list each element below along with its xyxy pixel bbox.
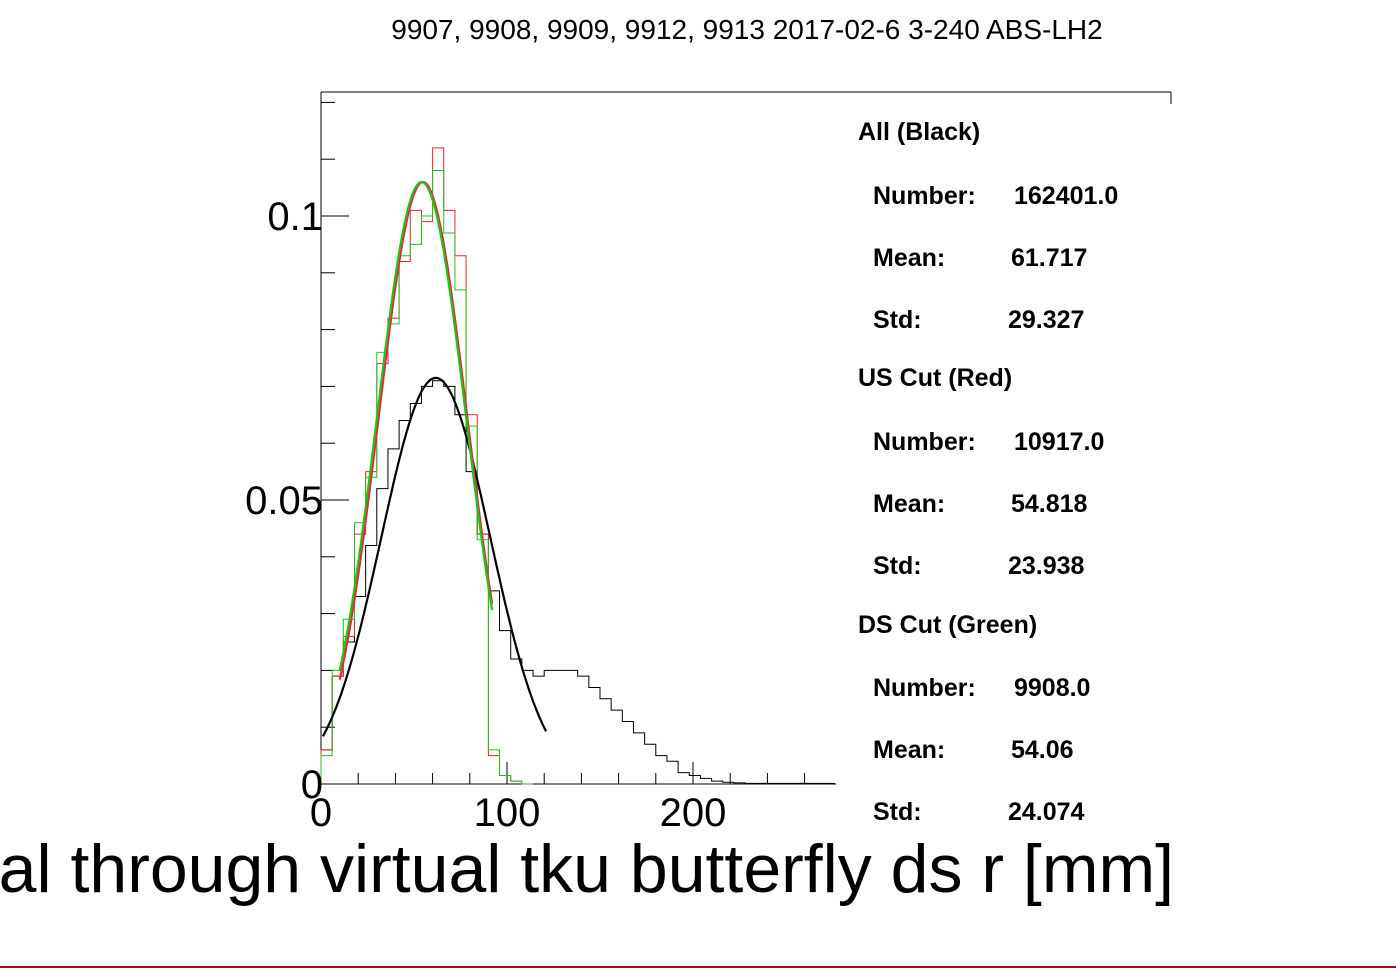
histogram-ds xyxy=(320,170,534,785)
axis-ticks xyxy=(320,101,806,785)
stats-all-number: 162401.0 xyxy=(1014,182,1119,210)
fit-us xyxy=(338,180,494,680)
stats-ds-number-label: Number: xyxy=(873,674,976,702)
x-axis-label: al through virtual tku butterfly ds r [m… xyxy=(0,831,1174,907)
histogram-us xyxy=(320,147,534,785)
fit-ds xyxy=(338,180,494,672)
stats-all-header: All (Black) xyxy=(858,118,981,146)
stats-us-std: 23.938 xyxy=(1008,552,1085,580)
stats-us-mean: 54.818 xyxy=(1011,490,1088,518)
stats-ds-std: 24.074 xyxy=(1008,798,1085,826)
stats-all-mean: 61.717 xyxy=(1011,244,1088,272)
bottom-divider xyxy=(0,966,1396,968)
stats-us-std-label: Std: xyxy=(873,552,922,580)
y-tick-label: 0.05 xyxy=(245,479,323,523)
stats-ds-std-label: Std: xyxy=(873,798,922,826)
y-tick-label: 0 xyxy=(301,763,323,807)
stats-all-number-label: Number: xyxy=(873,182,976,210)
x-tick-label: 0 xyxy=(310,791,332,835)
stats-ds-number: 9908.0 xyxy=(1014,674,1091,702)
tick-labels: 0 0.05 0.1 0 100 200 xyxy=(245,195,726,835)
stats-us-number-label: Number: xyxy=(873,428,976,456)
stats-all-std: 29.327 xyxy=(1008,306,1085,334)
stats-ds-header: DS Cut (Green) xyxy=(858,611,1038,639)
stats-us-number: 10917.0 xyxy=(1014,428,1105,456)
histogram-all xyxy=(320,380,836,785)
stats-all-std-label: Std: xyxy=(873,306,922,334)
y-tick-label: 0.1 xyxy=(267,195,323,239)
stats-us-header: US Cut (Red) xyxy=(858,364,1013,392)
stats-ds-mean: 54.06 xyxy=(1011,736,1074,764)
stats-ds-mean-label: Mean: xyxy=(873,736,946,764)
x-tick-label: 100 xyxy=(474,791,541,835)
chart-title: 9907, 9908, 9909, 9912, 9913 2017-02-6 3… xyxy=(391,14,1103,45)
stats-all-mean-label: Mean: xyxy=(873,244,946,272)
gaussian-fits xyxy=(321,180,548,737)
x-tick-label: 200 xyxy=(660,791,727,835)
stats-us-mean-label: Mean: xyxy=(873,490,946,518)
plot-frame xyxy=(320,91,1172,785)
fit-all xyxy=(321,376,548,737)
